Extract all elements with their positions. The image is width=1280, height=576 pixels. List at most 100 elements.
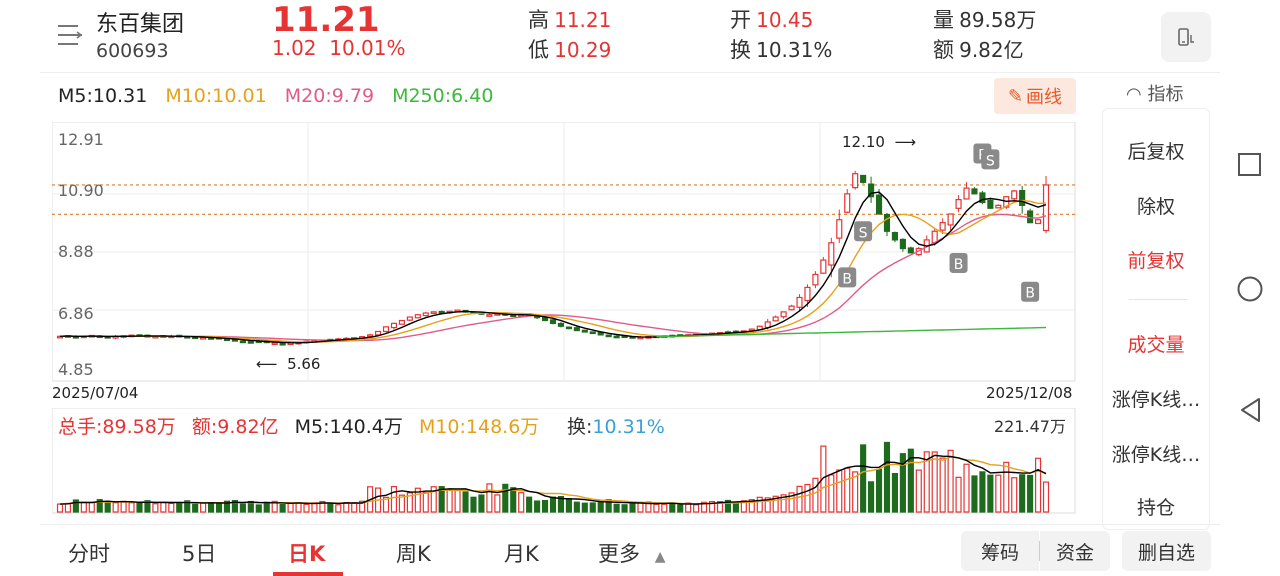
volume-bar xyxy=(478,494,485,513)
volume-bar xyxy=(772,495,779,513)
ma10-label: M10:10.01 xyxy=(165,85,267,107)
candle-body xyxy=(907,247,914,254)
trade-marker-label: B xyxy=(954,257,964,273)
volume-bar xyxy=(1003,461,1010,513)
volume-bar xyxy=(510,487,517,513)
volume-label: 量 xyxy=(933,8,954,32)
candle-body xyxy=(239,340,246,344)
side-item-position[interactable]: 持仓 xyxy=(1136,497,1175,519)
volume-bar xyxy=(613,503,620,513)
landscape-toggle-button[interactable] xyxy=(1161,12,1211,62)
volume-bar xyxy=(343,501,350,513)
volume-bar xyxy=(271,500,278,513)
candle-body xyxy=(486,314,493,317)
tab-5day[interactable]: 5日 xyxy=(182,542,217,566)
high-quote: 高 11.21 xyxy=(528,4,611,34)
candle-body xyxy=(1035,219,1042,225)
side-item-cq[interactable]: 除权 xyxy=(1136,196,1175,218)
side-item-limitup-2[interactable]: 涨停K线… xyxy=(1111,444,1201,466)
volume-bar xyxy=(128,502,135,513)
volume-bar xyxy=(629,503,636,513)
volume-bar xyxy=(160,501,167,513)
volume-bar xyxy=(621,504,628,513)
change-pct: 10.01% xyxy=(329,36,406,60)
funds-button[interactable]: 资金 xyxy=(1040,531,1110,571)
draw-line-label: 画线 xyxy=(1026,87,1063,108)
volume-bar xyxy=(1019,474,1026,513)
volume-bar xyxy=(215,502,223,513)
turnover-quote: 换 10.31% xyxy=(730,34,832,64)
candle-body xyxy=(891,231,899,241)
open-label: 开 xyxy=(730,8,751,32)
trade-marker-label: B xyxy=(842,271,852,287)
ma250-line xyxy=(656,326,1047,338)
ma5-line xyxy=(59,191,1047,344)
candle-body xyxy=(1042,184,1050,232)
tab-daily-k[interactable]: 日K xyxy=(288,542,326,566)
volume-amount: 额:9.82亿 xyxy=(191,416,279,438)
side-item-volume[interactable]: 成交量 xyxy=(1127,334,1185,356)
volume-bar xyxy=(812,477,819,513)
volume-bar xyxy=(788,492,795,513)
recent-apps-icon[interactable] xyxy=(1237,152,1263,178)
volume-bar xyxy=(454,488,461,513)
low-annotation-value: 5.66 xyxy=(287,355,321,373)
volume-m10: M10:148.6万 xyxy=(418,416,540,438)
amount-quote: 额 9.82亿 xyxy=(933,34,1024,64)
volume-bar xyxy=(255,504,262,513)
candle-body xyxy=(836,219,843,239)
trade-marker-B xyxy=(949,252,968,273)
volume-bar xyxy=(200,502,207,513)
trade-marker-B xyxy=(1021,281,1040,302)
candle-body xyxy=(557,322,565,327)
candle-body xyxy=(875,194,883,215)
volume-bar xyxy=(565,498,572,513)
indicator-button[interactable]: ◠ 指标 xyxy=(1126,80,1183,106)
back-icon[interactable] xyxy=(1238,396,1264,424)
volume-bar xyxy=(573,501,580,513)
volume-quote: 量 89.58万 xyxy=(933,4,1036,34)
volume-turnover-value: 10.31% xyxy=(592,416,665,438)
volume-bar xyxy=(112,502,119,513)
volume-bar xyxy=(995,474,1002,513)
volume-bar xyxy=(446,489,453,513)
tab-weekly-k[interactable]: 周K xyxy=(396,542,431,566)
tab-more[interactable]: 更多 ▲ xyxy=(598,538,665,568)
side-item-qfq[interactable]: 前复权 xyxy=(1127,250,1185,272)
low-value: 10.29 xyxy=(554,38,612,62)
header-divider xyxy=(40,72,1220,73)
kline-chart[interactable]: BSPSBB xyxy=(52,122,1076,382)
ma20-label: M20:9.79 xyxy=(284,85,375,107)
volume-bar xyxy=(581,502,588,513)
tab-more-label: 更多 xyxy=(598,542,640,566)
indicator-label: 指标 xyxy=(1147,84,1184,105)
volume-bar xyxy=(915,469,922,513)
candle-body xyxy=(899,238,906,250)
volume-legend: 总手:89.58万 额:9.82亿 M5:140.4万 M10:148.6万 xyxy=(58,412,559,439)
tab-intraday[interactable]: 分时 xyxy=(68,542,110,566)
menu-icon[interactable] xyxy=(56,22,84,48)
candle-body xyxy=(796,296,803,308)
volume-bar xyxy=(907,448,914,513)
draw-line-button[interactable]: ✎ 画线 xyxy=(994,78,1076,114)
volume-bar xyxy=(319,500,326,513)
remove-watchlist-button[interactable]: 删自选 xyxy=(1122,531,1211,571)
candle-body xyxy=(844,193,851,213)
chips-button[interactable]: 筹码 xyxy=(961,531,1039,571)
tab-monthly-k[interactable]: 月K xyxy=(504,542,539,566)
volume-bar xyxy=(955,476,962,513)
volume-bar xyxy=(1027,474,1034,513)
candle-body xyxy=(780,311,787,318)
volume-bar xyxy=(836,469,843,513)
home-icon[interactable] xyxy=(1236,275,1264,303)
open-quote: 开 10.45 xyxy=(730,4,813,34)
ma-legend: M5:10.31 M10:10.01 M20:9.79 M250:6.40 xyxy=(58,85,505,107)
volume-bar xyxy=(677,504,684,513)
side-item-limitup-1[interactable]: 涨停K线… xyxy=(1111,389,1201,411)
volume-bar xyxy=(120,500,127,513)
side-item-hfq[interactable]: 后复权 xyxy=(1127,141,1185,163)
volume-bar xyxy=(732,502,739,513)
volume-ma5-line xyxy=(59,454,1047,505)
volume-chart[interactable] xyxy=(52,408,1076,514)
volume-bar xyxy=(104,501,111,513)
